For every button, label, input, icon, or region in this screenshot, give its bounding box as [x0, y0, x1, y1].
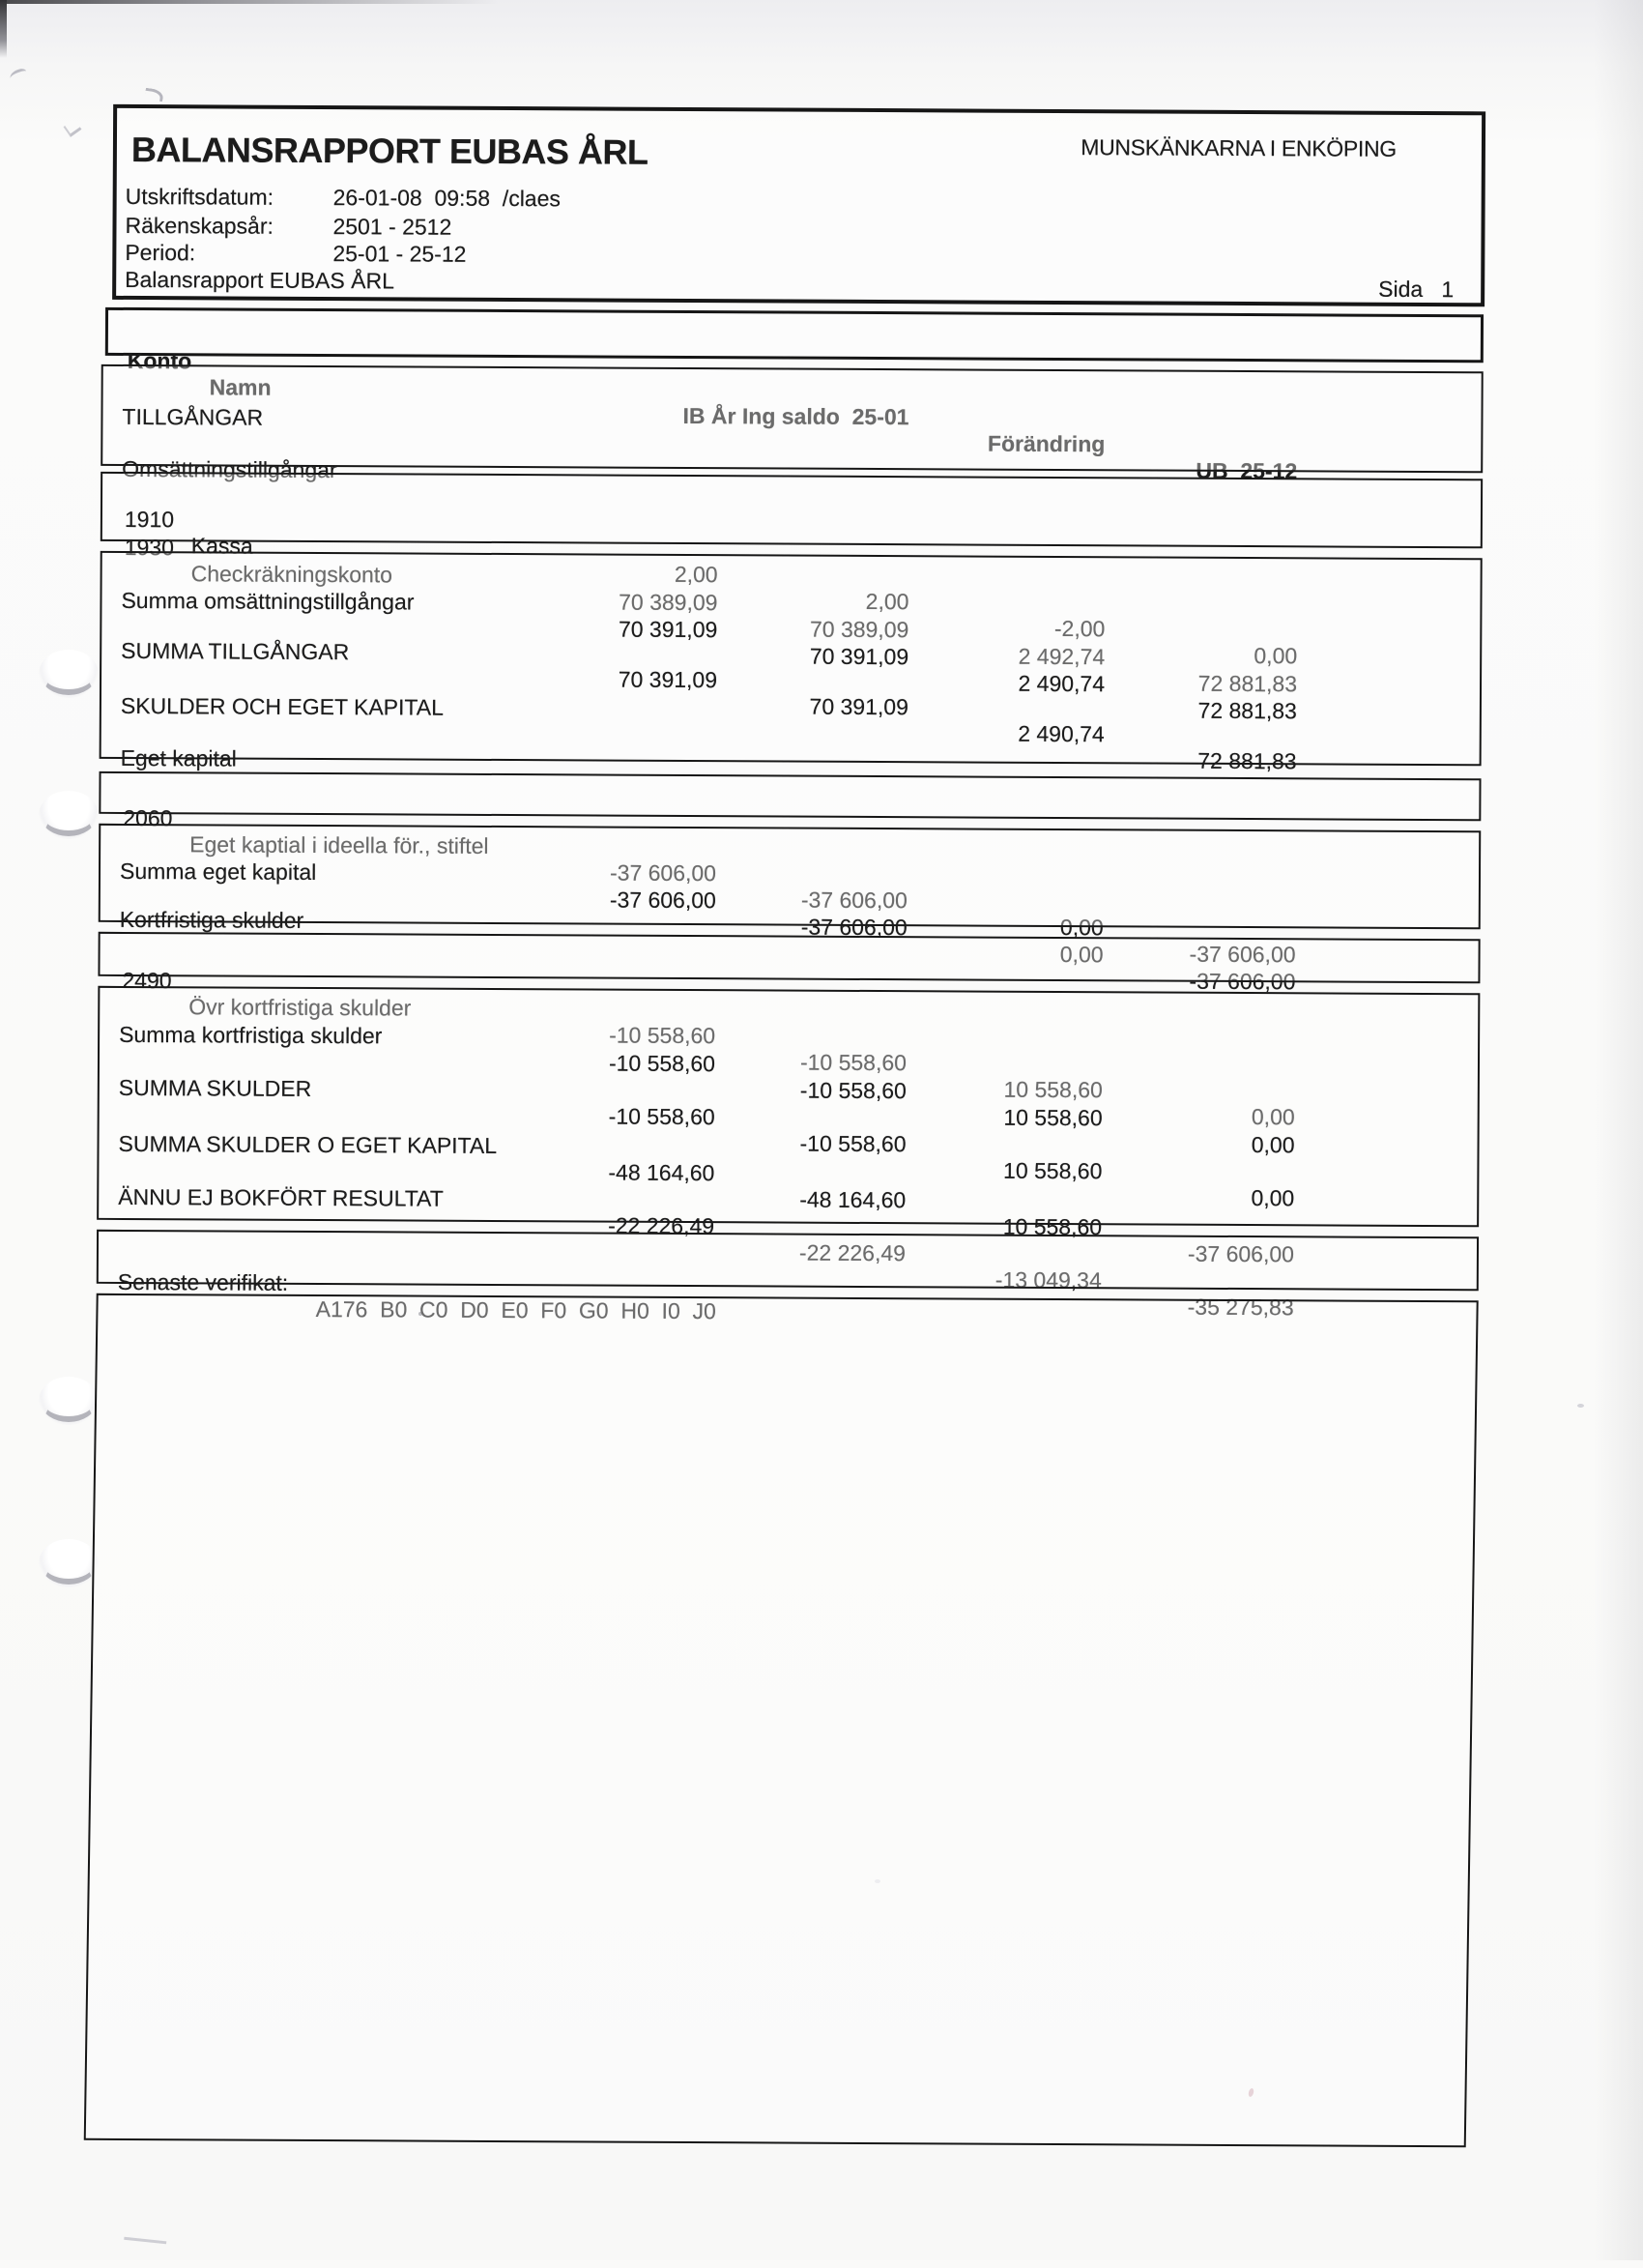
print-date-value: 26-01-08 09:58 /claes [332, 185, 562, 212]
fiscal-year-value: 2501 - 2512 [332, 214, 452, 240]
fiscal-year-label: Räkenskapsår: [125, 212, 274, 239]
organization-name: MUNSKÄNKARNA I ENKÖPING [1081, 134, 1398, 161]
liability-accounts-block: 2490 Övr kortfristiga skulder -10 558,60… [98, 931, 1481, 1129]
subsection-heading: Eget kapital [120, 744, 237, 771]
verification-label: Senaste verifikat: [117, 1268, 289, 1295]
scan-artifact [418, 1312, 422, 1316]
subsection-heading-row: Kortfristiga skulder [101, 881, 1479, 933]
report-title: BALANSRAPPORT EUBAS ÅRL [130, 129, 649, 172]
page-number: Sida 1 [1378, 276, 1454, 303]
summary-label: ÄNNU EJ BOKFÖRT RESULTAT [118, 1183, 444, 1211]
report-header-box: BALANSRAPPORT EUBAS ÅRL MUNSKÄNKARNA I E… [112, 103, 1486, 307]
subsection-heading-row: Omsättningstillgångar [102, 430, 1481, 482]
table-row: 2060 Eget kaptial i ideella för., stifte… [101, 779, 1479, 967]
summary-row: SUMMA SKULDER O EGET KAPITAL -48 164,60 … [100, 1105, 1478, 1266]
summary-row: Summa omsättningstillgångar 70 391,09 70… [102, 562, 1481, 723]
scan-artifact [1577, 1404, 1584, 1408]
assets-heading-block: TILLGÅNGAR Omsättningstillgångar [101, 363, 1484, 482]
print-date-row: Utskriftsdatum: 26-01-08 09:58 /claes [117, 184, 1482, 218]
verification-row: Senaste verifikat: A176 B0 C0 D0 E0 F0 G… [99, 1243, 1477, 1323]
section-heading: TILLGÅNGAR [122, 403, 264, 430]
asset-accounts-block: 1910 Kassa 2,00 2,00 -2,00 0,00 1930 Che… [100, 471, 1484, 696]
section-heading-row: TILLGÅNGAR [103, 378, 1482, 430]
binder-hole [39, 650, 99, 698]
balance-report: BALANSRAPPORT EUBAS ÅRL MUNSKÄNKARNA I E… [83, 0, 1486, 2267]
summary-row: SUMMA TILLGÅNGAR 70 391,09 70 391,09 2 4… [101, 612, 1480, 773]
summary-label: SUMMA SKULDER [118, 1074, 312, 1101]
summary-label: SUMMA SKULDER O EGET KAPITAL [118, 1130, 498, 1158]
totals-summary-block: Summa kortfristiga skulder -10 558,60 -1… [97, 985, 1481, 1320]
binder-hole [39, 1377, 99, 1425]
summary-label: Summa kortfristiga skulder [119, 1021, 383, 1049]
verification-block: Senaste verifikat: A176 B0 C0 D0 E0 F0 G… [96, 1229, 1480, 1323]
summary-label: SUMMA TILLGÅNGAR [121, 637, 350, 665]
page-number-value: 1 [1441, 276, 1455, 303]
binder-hole [39, 791, 99, 839]
value-ing-saldo: 70 391,09 [809, 643, 909, 670]
binder-hole [39, 1539, 99, 1587]
subsection-heading: Kortfristiga skulder [119, 906, 304, 933]
subsection-heading-row: Eget kapital [101, 719, 1480, 771]
report-name-label: Balansrapport EUBAS ÅRL [125, 266, 394, 294]
section-heading: SKULDER OCH EGET KAPITAL [120, 692, 445, 720]
empty-footer-block [83, 1293, 1479, 2148]
table-header-box: Konto Namn IB År Ing saldo 25-01 Förändr… [104, 306, 1484, 483]
section-heading-row: SKULDER OCH EGET KAPITAL [101, 667, 1480, 720]
scan-artifact [875, 1879, 880, 1883]
table-row: 2490 Övr kortfristiga skulder -10 558,60… [100, 942, 1478, 1129]
equity-accounts-block: 2060 Eget kaptial i ideella för., stifte… [99, 771, 1482, 967]
report-name-row: Balansrapport EUBAS ÅRL [116, 267, 1481, 301]
scan-edge-artifact [0, 0, 7, 58]
page-number-label: Sida [1378, 276, 1424, 302]
summary-row: SUMMA SKULDER -10 558,60 -10 558,60 10 5… [100, 1049, 1478, 1210]
table-row: 1930 Checkräkningskonto 70 389,09 70 389… [102, 509, 1481, 696]
summary-row: Summa eget kapital -37 606,00 -37 606,00… [101, 832, 1479, 994]
period-label: Period: [125, 239, 196, 266]
table-header-row: Konto Namn IB År Ing saldo 25-01 Förändr… [108, 322, 1481, 483]
print-date-label: Utskriftsdatum: [125, 183, 274, 210]
summary-row: Summa kortfristiga skulder -10 558,60 -1… [100, 996, 1478, 1157]
equity-summary-block: Summa eget kapital -37 606,00 -37 606,00… [98, 823, 1482, 994]
summary-row: ÄNNU EJ BOKFÖRT RESULTAT -22 226,49 -22 … [99, 1158, 1477, 1320]
assets-summary-block: Summa omsättningstillgångar 70 391,09 70… [99, 550, 1483, 773]
scan-edge-artifact [0, 0, 541, 4]
period-value: 25-01 - 25-12 [332, 241, 467, 267]
